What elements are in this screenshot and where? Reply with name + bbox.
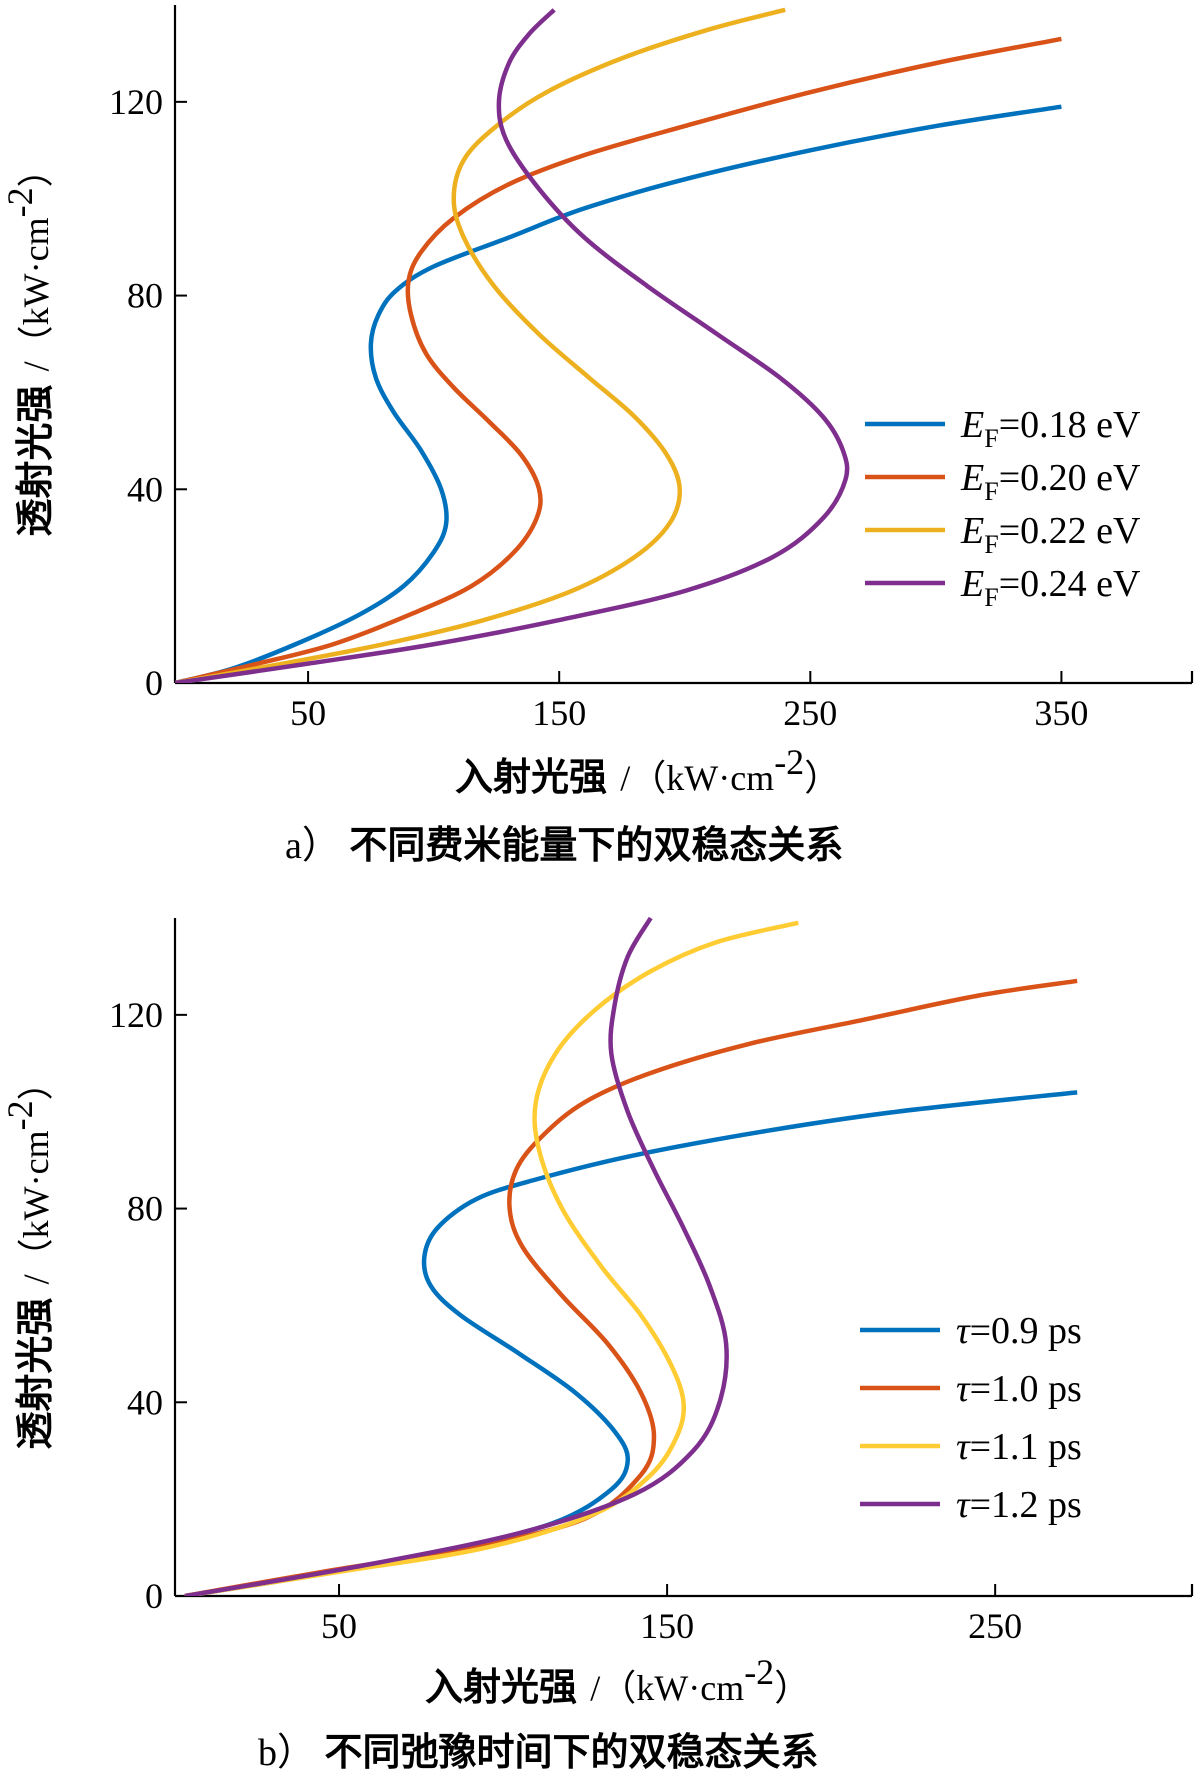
x-tick-label: 50 (321, 1606, 357, 1646)
x-axis-label: 入射光强 /（kW·cm-2） (425, 1652, 810, 1709)
series-line-2 (184, 978, 1078, 1596)
series-line-4 (175, 8, 850, 683)
series-line-2 (175, 36, 1062, 683)
y-axis-label: 透射光强 /（kW·cm-2） (0, 151, 57, 536)
y-axis-label: 透射光强 /（kW·cm-2） (0, 1064, 57, 1449)
x-tick-label: 150 (640, 1606, 694, 1646)
x-tick-label: 150 (532, 693, 586, 733)
y-tick-label: 120 (109, 995, 163, 1035)
series-line-4 (184, 916, 729, 1596)
series-line-3 (184, 920, 799, 1596)
series-line-1 (175, 104, 1062, 683)
y-tick-label: 40 (127, 1382, 163, 1422)
series-line-3 (175, 7, 786, 683)
y-tick-label: 0 (145, 1576, 163, 1616)
chart-panel-2: 0 40 80 120 50 150 250 τ=0.9 ps τ=1.0 ps τ=1.1 ps… (0, 916, 1194, 1774)
y-tick-label: 80 (127, 1189, 163, 1229)
legend-entry-4: EF=0.24 eV (960, 563, 1141, 612)
legend-entry-2: EF=0.20 eV (960, 457, 1141, 506)
figure-caption: b） 不同弛豫时间下的双稳态关系 (258, 1730, 819, 1774)
x-axis-label: 入射光强 /（kW·cm-2） (455, 742, 840, 799)
legend-entry-1: τ=0.9 ps (956, 1310, 1082, 1352)
y-tick-label: 0 (145, 663, 163, 703)
y-tick-label: 40 (127, 469, 163, 509)
legend-entry-3: τ=1.1 ps (956, 1426, 1082, 1468)
figure-caption: a） 不同费米能量下的双稳态关系 (285, 823, 843, 867)
legend-entry-1: EF=0.18 eV (960, 404, 1141, 453)
legend-entry-4: τ=1.2 ps (956, 1484, 1082, 1526)
y-tick-label: 120 (109, 82, 163, 122)
x-tick-label: 50 (290, 693, 326, 733)
x-tick-label: 350 (1034, 693, 1088, 733)
legend-entry-2: τ=1.0 ps (956, 1368, 1082, 1410)
y-tick-label: 80 (127, 276, 163, 316)
legend-entry-3: EF=0.22 eV (960, 510, 1141, 559)
x-tick-label: 250 (783, 693, 837, 733)
series-line-1 (184, 1090, 1078, 1596)
x-tick-label: 250 (968, 1606, 1022, 1646)
